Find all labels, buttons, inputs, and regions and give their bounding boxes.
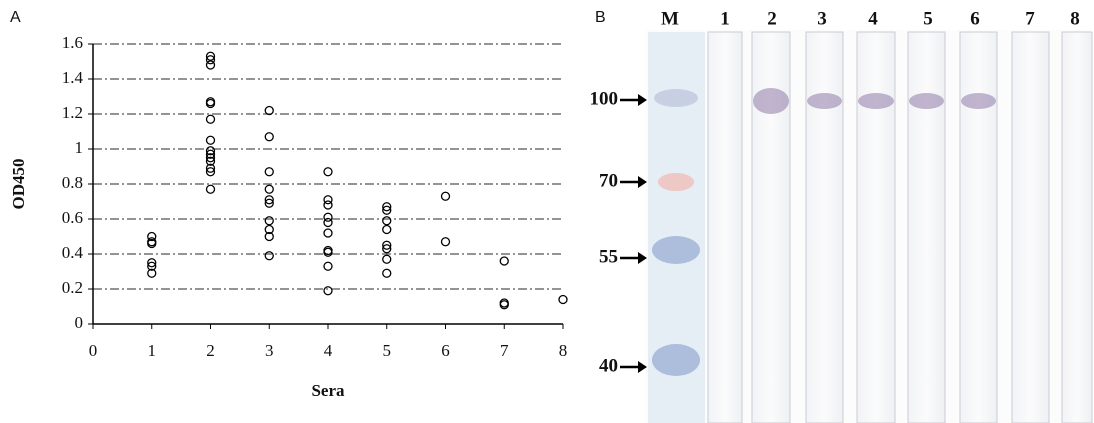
panel-label: B [595,9,606,26]
x-tick-label: 4 [324,341,333,360]
lane-label: 3 [817,8,827,29]
y-tick-label: 0 [75,313,84,332]
point [265,107,273,115]
lane-label: 1 [720,8,730,29]
point [324,219,332,227]
y-tick-label: 0.8 [62,173,83,192]
point [324,262,332,270]
lane-label: 5 [923,8,933,29]
blot-image [646,30,1092,423]
point [383,269,391,277]
point [500,257,508,265]
point [324,168,332,176]
lane-strip [1062,32,1092,423]
lane-strip [1012,32,1049,423]
x-tick-label: 8 [559,341,568,360]
band [654,89,698,107]
x-axis-label: Sera [311,381,345,400]
point [442,238,450,246]
band [909,93,944,109]
band [807,93,842,109]
y-tick-label: 1.2 [62,103,83,122]
x-tick-label: 1 [148,341,157,360]
y-tick-label: 1.4 [62,68,84,87]
y-tick-label: 0.2 [62,278,83,297]
point [265,168,273,176]
marker-label: 55 [599,246,618,267]
x-tick-label: 7 [500,341,509,360]
lane-label: 4 [868,8,878,29]
y-tick-label: 0.6 [62,208,83,227]
band [753,88,789,114]
x-tick-label: 5 [383,341,392,360]
lane-label: 2 [767,8,777,29]
point [383,255,391,263]
y-tick-label: 0.4 [62,243,84,262]
lane-strip [857,32,895,423]
x-tick-label: 3 [265,341,274,360]
point [324,229,332,237]
x-tick-label: 2 [206,341,215,360]
band [961,93,996,109]
y-tick-label: 1.6 [62,33,83,52]
arrow-head [638,94,647,106]
point [383,217,391,225]
point [559,296,567,304]
point [442,192,450,200]
lane-label: M [661,8,679,29]
lane-strip [908,32,945,423]
point [383,226,391,234]
lane-label: 8 [1070,8,1080,29]
marker-label: 70 [599,170,618,191]
point [265,252,273,260]
arrow-head [638,252,647,264]
marker-label: 100 [590,88,619,109]
y-axis-label: OD450 [9,159,28,210]
lane-label: 6 [970,8,980,29]
point [207,185,215,193]
point [207,61,215,69]
panel-label: A [10,9,21,26]
x-tick-label: 6 [441,341,450,360]
arrow-head [638,361,647,373]
arrow-head [638,176,647,188]
y-tick-label: 1 [75,138,84,157]
lane-label: 7 [1025,8,1035,29]
point [207,115,215,123]
figure: A Sera OD450 B 0 0.2 0.4 0.6 0.8 1 1.2 1.4 1.6 0 1… [0,0,1094,423]
x-tick-label: 0 [89,341,98,360]
lane-strip [960,32,997,423]
point [324,201,332,209]
band [858,93,894,109]
band [652,236,700,264]
lane-strip [708,32,742,423]
point [265,217,273,225]
point [265,133,273,141]
band [658,173,694,191]
band [652,344,700,376]
marker-label: 40 [599,355,618,376]
point [207,136,215,144]
point [265,185,273,193]
lane-strip [806,32,843,423]
point [324,287,332,295]
